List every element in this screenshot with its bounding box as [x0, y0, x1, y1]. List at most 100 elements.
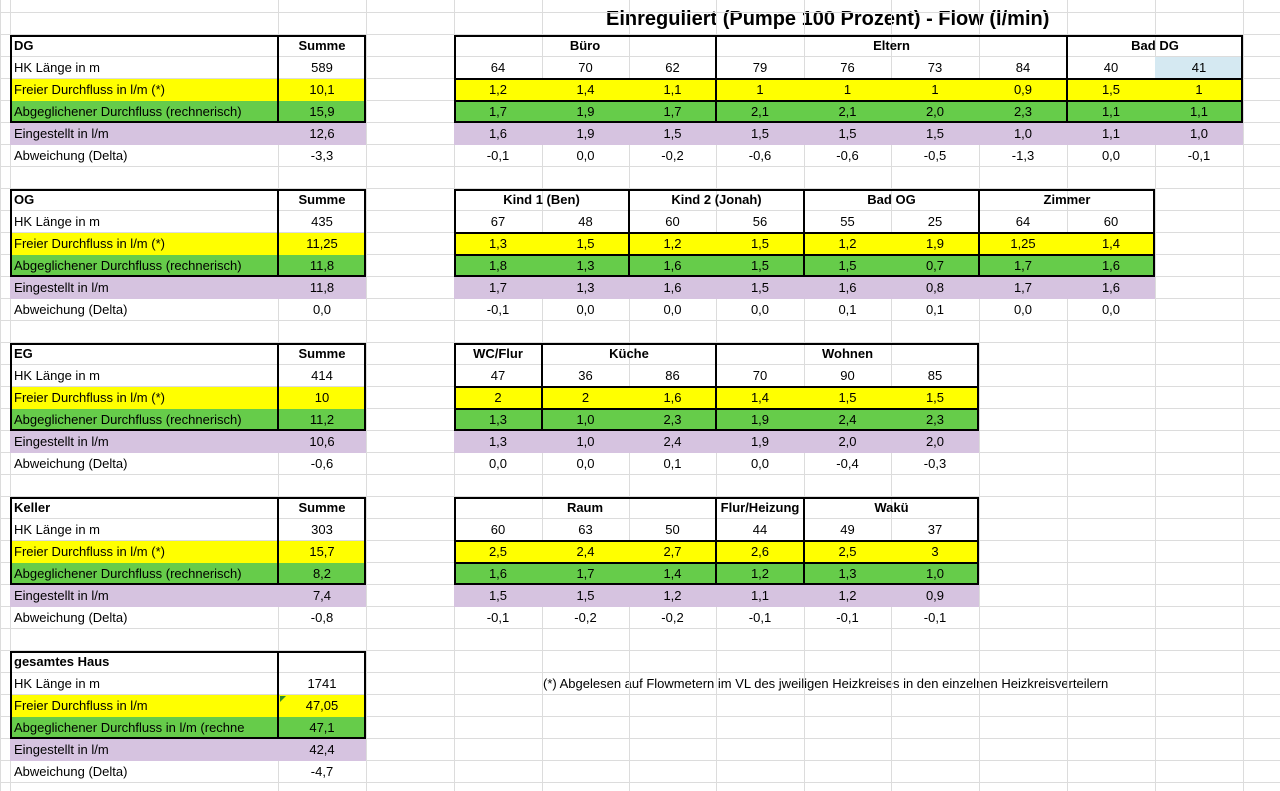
- value-cell[interactable]: 1,4: [1067, 233, 1155, 255]
- row-label[interactable]: Abweichung (Delta): [14, 610, 128, 625]
- value-cell[interactable]: 1,0: [542, 431, 629, 453]
- value-cell[interactable]: 0,9: [979, 79, 1067, 101]
- value-cell[interactable]: 1,0: [1155, 123, 1243, 145]
- value-cell[interactable]: 1,5: [716, 277, 804, 299]
- sum-cell[interactable]: -4,7: [310, 764, 334, 779]
- value-cell[interactable]: 2,0: [891, 431, 979, 453]
- room-header[interactable]: Wakü: [874, 500, 909, 515]
- value-cell[interactable]: 1,6: [1067, 255, 1155, 277]
- value-cell[interactable]: 1,3: [542, 277, 629, 299]
- value-cell[interactable]: 90: [840, 368, 855, 383]
- value-cell[interactable]: 1,2: [804, 585, 891, 607]
- room-header[interactable]: Küche: [609, 346, 649, 361]
- value-cell[interactable]: -0,4: [836, 456, 859, 471]
- value-cell[interactable]: 1,5: [629, 123, 716, 145]
- value-cell[interactable]: -0,2: [661, 610, 684, 625]
- value-cell[interactable]: 1,5: [804, 387, 891, 409]
- value-cell[interactable]: -0,1: [486, 302, 510, 317]
- value-cell[interactable]: 1,6: [629, 387, 716, 409]
- sum-cell[interactable]: 11,25: [278, 233, 366, 255]
- sum-cell[interactable]: 11,2: [278, 409, 366, 431]
- value-cell[interactable]: 41: [1155, 57, 1243, 79]
- value-cell[interactable]: 1,3: [542, 255, 629, 277]
- value-cell[interactable]: 2,5: [454, 541, 542, 563]
- value-cell[interactable]: 60: [1103, 214, 1119, 229]
- value-cell[interactable]: 76: [840, 60, 855, 75]
- value-cell[interactable]: 1,5: [804, 255, 891, 277]
- sum-cell[interactable]: 11,8: [278, 277, 366, 299]
- value-cell[interactable]: 1,5: [716, 123, 804, 145]
- value-cell[interactable]: -1,3: [1011, 148, 1035, 163]
- value-cell[interactable]: 1,5: [891, 123, 979, 145]
- value-cell[interactable]: 60: [665, 214, 680, 229]
- floor-label[interactable]: EG: [14, 346, 33, 361]
- room-header[interactable]: WC/Flur: [473, 346, 523, 361]
- value-cell[interactable]: 0,1: [663, 456, 682, 471]
- row-label[interactable]: Eingestellt in l/m: [10, 277, 278, 299]
- value-cell[interactable]: 1,4: [716, 387, 804, 409]
- value-cell[interactable]: 2,3: [891, 409, 979, 431]
- room-header[interactable]: Büro: [569, 38, 601, 53]
- value-cell[interactable]: 1,6: [804, 277, 891, 299]
- value-cell[interactable]: 84: [1015, 60, 1031, 75]
- value-cell[interactable]: 2: [454, 387, 542, 409]
- value-cell[interactable]: -0,1: [486, 610, 510, 625]
- row-label[interactable]: HK Länge in m: [14, 676, 100, 691]
- value-cell[interactable]: 1,6: [629, 277, 716, 299]
- sum-cell[interactable]: 12,6: [278, 123, 366, 145]
- value-cell[interactable]: 1,9: [542, 101, 629, 123]
- row-label[interactable]: Eingestellt in l/m: [10, 123, 278, 145]
- sum-cell[interactable]: 10: [278, 387, 366, 409]
- value-cell[interactable]: 2,6: [716, 541, 804, 563]
- value-cell[interactable]: -0,5: [923, 148, 947, 163]
- sum-cell[interactable]: 15,9: [278, 101, 366, 123]
- value-cell[interactable]: 1,25: [979, 233, 1067, 255]
- row-label[interactable]: Abgeglichener Durchfluss (rechnerisch): [10, 409, 278, 431]
- value-cell[interactable]: 70: [752, 368, 768, 383]
- room-header[interactable]: Raum: [566, 500, 604, 515]
- sum-cell[interactable]: 414: [311, 368, 333, 383]
- value-cell[interactable]: 1,0: [542, 409, 629, 431]
- value-cell[interactable]: 0,7: [891, 255, 979, 277]
- value-cell[interactable]: 1,8: [454, 255, 542, 277]
- value-cell[interactable]: 1,9: [716, 409, 804, 431]
- row-label[interactable]: Abweichung (Delta): [14, 302, 128, 317]
- value-cell[interactable]: 50: [665, 522, 680, 537]
- value-cell[interactable]: 70: [578, 60, 593, 75]
- value-cell[interactable]: -0,1: [486, 148, 510, 163]
- value-cell[interactable]: 1,1: [629, 79, 716, 101]
- value-cell[interactable]: 1,0: [979, 123, 1067, 145]
- value-cell[interactable]: 63: [578, 522, 593, 537]
- value-cell[interactable]: 1,3: [454, 233, 542, 255]
- value-cell[interactable]: 1,4: [629, 563, 716, 585]
- room-header[interactable]: Kind 2 (Jonah): [671, 192, 762, 207]
- value-cell[interactable]: -0,6: [748, 148, 772, 163]
- value-cell[interactable]: 1,2: [716, 563, 804, 585]
- value-cell[interactable]: 0,8: [891, 277, 979, 299]
- value-cell[interactable]: 1,3: [454, 431, 542, 453]
- value-cell[interactable]: 0,0: [1013, 302, 1033, 317]
- room-header[interactable]: Kind 1 (Ben): [503, 192, 580, 207]
- row-label[interactable]: HK Länge in m: [14, 368, 100, 383]
- value-cell[interactable]: 2,5: [804, 541, 891, 563]
- floor-label[interactable]: OG: [14, 192, 35, 207]
- value-cell[interactable]: 1,7: [454, 101, 542, 123]
- value-cell[interactable]: 1,5: [542, 233, 629, 255]
- value-cell[interactable]: 0,1: [925, 302, 945, 317]
- row-label[interactable]: Eingestellt in l/m: [10, 585, 278, 607]
- total-label[interactable]: gesamtes Haus: [14, 654, 110, 669]
- value-cell[interactable]: 0,0: [750, 456, 770, 471]
- sum-cell[interactable]: -3,3: [310, 148, 334, 163]
- value-cell[interactable]: 2,0: [891, 101, 979, 123]
- value-cell[interactable]: 1,5: [716, 255, 804, 277]
- value-cell[interactable]: 0,9: [891, 585, 979, 607]
- value-cell[interactable]: 2,1: [716, 101, 804, 123]
- value-cell[interactable]: 0,0: [1101, 148, 1121, 163]
- value-cell[interactable]: 62: [665, 60, 680, 75]
- value-cell[interactable]: 0,0: [576, 148, 595, 163]
- row-label[interactable]: Abgeglichener Durchfluss (rechnerisch): [10, 255, 278, 277]
- row-label[interactable]: Eingestellt in l/m: [10, 431, 278, 453]
- value-cell[interactable]: 85: [927, 368, 943, 383]
- row-label[interactable]: HK Länge in m: [14, 214, 100, 229]
- value-cell[interactable]: 0,0: [750, 302, 770, 317]
